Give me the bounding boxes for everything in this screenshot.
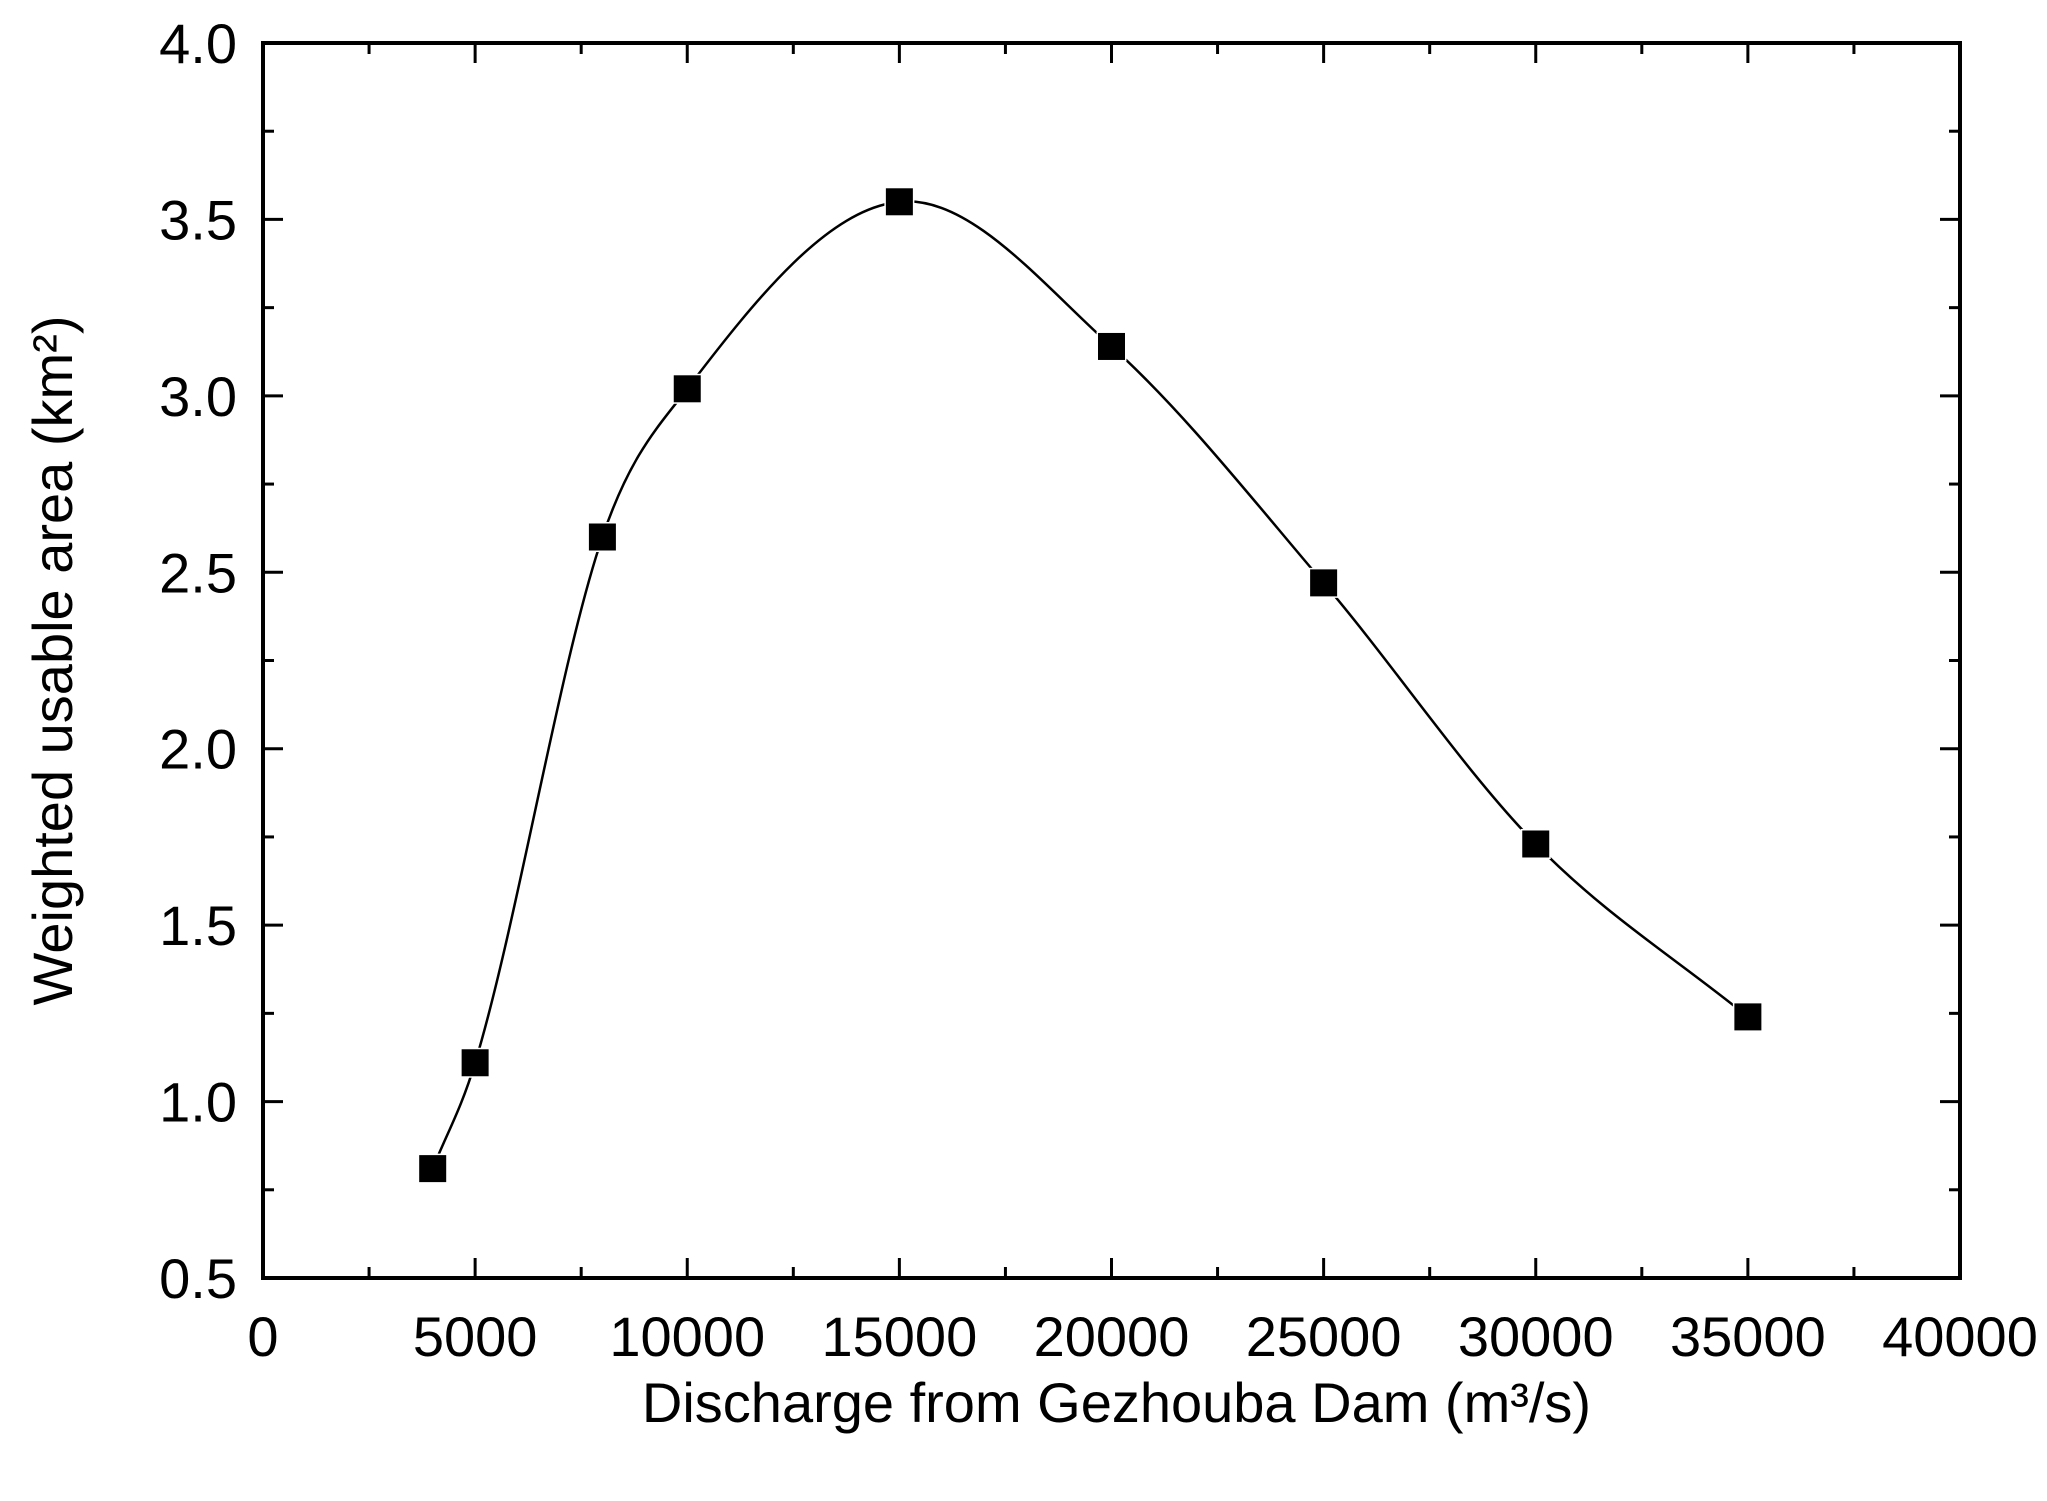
x-tick-label: 0 xyxy=(247,1305,278,1368)
x-tick-label: 5000 xyxy=(413,1305,538,1368)
y-tick-label: 4.0 xyxy=(159,12,237,75)
data-point xyxy=(1520,828,1551,859)
y-tick-label: 2.0 xyxy=(159,718,237,781)
labels-layer: 0 5000 10000 15000 20000 25000 30000 35000 40000… xyxy=(21,12,2038,1434)
x-tick-label: 10000 xyxy=(609,1305,765,1368)
y-tick-label: 2.5 xyxy=(159,541,237,604)
data-point xyxy=(672,373,703,404)
markers-layer xyxy=(417,186,1763,1184)
series-line xyxy=(431,200,1749,1170)
ticks-layer xyxy=(261,41,1962,1280)
x-tick-label: 15000 xyxy=(822,1305,978,1368)
x-tick-label: 35000 xyxy=(1670,1305,1826,1368)
x-tick-label: 25000 xyxy=(1246,1305,1402,1368)
y-tick-label: 0.5 xyxy=(159,1247,237,1310)
x-tick-label: 20000 xyxy=(1034,1305,1190,1368)
data-point xyxy=(1308,567,1339,598)
y-tick-label: 3.5 xyxy=(159,188,237,251)
data-point xyxy=(460,1047,491,1078)
y-axis-title: Weighted usable area (km²) xyxy=(21,316,84,1006)
x-tick-label: 40000 xyxy=(1882,1305,2038,1368)
y-tick-label: 1.0 xyxy=(159,1071,237,1134)
y-tick-label: 3.0 xyxy=(159,365,237,428)
data-point xyxy=(1732,1001,1763,1032)
x-axis-title: Discharge from Gezhouba Dam (m³/s) xyxy=(642,1371,1591,1434)
data-point xyxy=(417,1153,448,1184)
data-point xyxy=(1096,331,1127,362)
x-tick-label: 30000 xyxy=(1458,1305,1614,1368)
data-point xyxy=(884,186,915,217)
y-tick-label: 1.5 xyxy=(159,894,237,957)
curve-layer xyxy=(431,200,1749,1170)
data-point xyxy=(587,522,618,552)
plot-frame xyxy=(261,41,1962,1280)
